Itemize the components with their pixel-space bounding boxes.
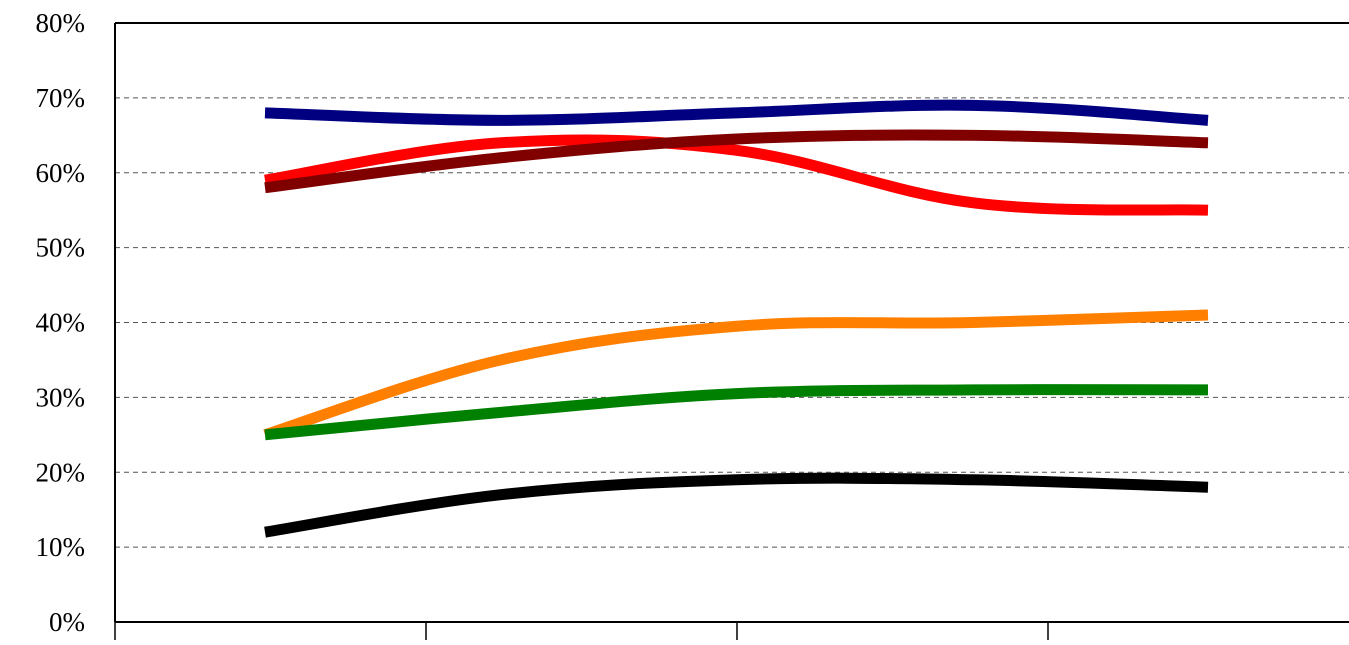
series-line-6 [264,472,1209,538]
y-tick-label: 60% [36,158,86,188]
series-line-3 [264,129,1209,194]
y-tick-label: 0% [49,607,85,637]
y-tick-label: 20% [36,457,86,487]
series-line-5 [264,384,1209,441]
y-tick-label: 30% [36,382,86,412]
y-tick-label: 80% [36,8,86,38]
series-lines [263,99,1209,538]
y-tick-label: 40% [36,308,86,338]
y-tick-label: 10% [36,532,86,562]
tick-labels: 0% 10% 20% 30% 40% 50% 60% 70% 80% [36,8,86,637]
series-line-4 [263,309,1209,441]
y-tick-label: 70% [36,83,86,113]
series-line-1 [264,99,1209,126]
series-line-2 [264,134,1209,216]
axes [114,22,1349,640]
y-tick-label: 50% [36,233,86,263]
